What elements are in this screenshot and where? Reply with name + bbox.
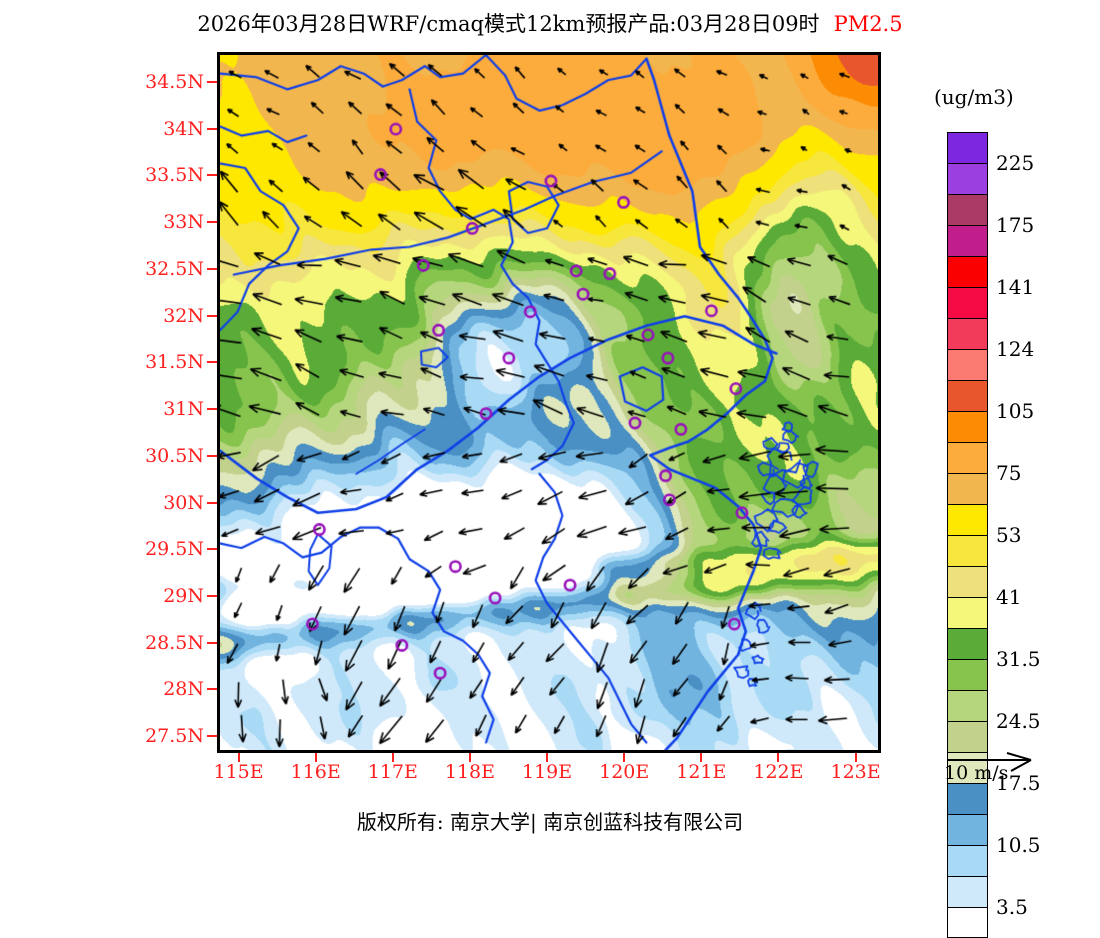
- longitude-tick-mark: [623, 753, 626, 762]
- latitude-tick-label: 27.5N: [145, 725, 204, 748]
- longitude-tick-label: 120E: [599, 761, 650, 783]
- latitude-tick-mark: [207, 221, 217, 224]
- latitude-tick-mark: [207, 548, 217, 551]
- colorbar-value-label: 75: [996, 461, 1022, 485]
- longitude-tick-mark: [854, 753, 857, 762]
- wind-scale-label: 10 m/s: [944, 762, 1009, 784]
- latitude-tick-mark: [207, 501, 217, 504]
- colorbar-swatch: [947, 132, 988, 163]
- longitude-tick-mark: [546, 753, 549, 762]
- colorbar-value-label: 124: [996, 337, 1035, 361]
- colorbar-swatch: [947, 504, 988, 535]
- longitude-tick-mark: [468, 753, 471, 762]
- colorbar-swatch: [947, 287, 988, 318]
- colorbar-swatch: [947, 256, 988, 287]
- latitude-tick-mark: [207, 735, 217, 738]
- copyright-footer: 版权所有: 南京大学| 南京创蓝科技有限公司: [356, 810, 744, 834]
- colorbar-swatch: [947, 535, 988, 566]
- latitude-tick-label: 29N: [163, 584, 204, 607]
- latitude-tick-label: 28.5N: [145, 631, 204, 654]
- colorbar-swatch: [947, 752, 988, 783]
- longitude-tick-label: 119E: [521, 761, 573, 783]
- latitude-tick-mark: [207, 80, 217, 83]
- colorbar-swatch: [947, 194, 988, 225]
- colorbar-swatch: [947, 628, 988, 659]
- latitude-tick-label: 34N: [163, 117, 204, 140]
- longitude-tick-label: 118E: [444, 761, 496, 783]
- longitude-tick-mark: [237, 753, 240, 762]
- latitude-tick-mark: [207, 361, 217, 364]
- longitude-tick-label: 122E: [753, 761, 804, 783]
- colorbar-value-label: 225: [996, 151, 1035, 175]
- longitude-tick-label: 117E: [367, 761, 418, 783]
- longitude-tick-mark: [314, 753, 317, 762]
- latitude-tick-label: 34.5N: [145, 70, 204, 93]
- latitude-tick-mark: [207, 688, 217, 691]
- latitude-tick-label: 28N: [163, 678, 204, 701]
- colorbar-swatch: [947, 659, 988, 690]
- forecast-map-plot[interactable]: [217, 52, 881, 753]
- colorbar-swatch: [947, 225, 988, 256]
- colorbar-swatch: [947, 907, 988, 938]
- colorbar-swatch: [947, 473, 988, 504]
- latitude-tick-label: 33.5N: [145, 164, 204, 187]
- colorbar-swatch: [947, 380, 988, 411]
- colorbar-swatch: [947, 597, 988, 628]
- longitude-tick-mark: [777, 753, 780, 762]
- latitude-tick-label: 31N: [163, 398, 204, 421]
- colorbar-value-label: 31.5: [996, 647, 1041, 671]
- latitude-tick-label: 32N: [163, 304, 204, 327]
- colorbar-value-label: 3.5: [996, 895, 1028, 919]
- colorbar-swatch: [947, 163, 988, 194]
- longitude-tick-label: 121E: [676, 761, 727, 783]
- latitude-tick-label: 32.5N: [145, 257, 204, 280]
- colorbar-value-label: 175: [996, 213, 1035, 237]
- wind-scale-arrow: [945, 752, 1095, 774]
- longitude-tick-mark: [391, 753, 394, 762]
- colorbar-value-label: 105: [996, 399, 1035, 423]
- longitude-tick-mark: [700, 753, 703, 762]
- colorbar-swatch: [947, 783, 988, 814]
- colorbar-swatch: [947, 814, 988, 845]
- latitude-tick-mark: [207, 454, 217, 457]
- longitude-tick-label: 123E: [830, 761, 881, 783]
- longitude-tick-label: 116E: [290, 761, 341, 783]
- page-title: 2026年03月28日WRF/cmaq模式12km预报产品:03月28日09时 P…: [0, 8, 1100, 38]
- latitude-tick-mark: [207, 594, 217, 597]
- colorbar-swatch: [947, 721, 988, 752]
- colorbar-swatch: [947, 318, 988, 349]
- colorbar-value-label: 41: [996, 585, 1022, 609]
- colorbar-value-label: 24.5: [996, 709, 1041, 733]
- colorbar-swatch: [947, 876, 988, 907]
- colorbar-value-label: 53: [996, 523, 1022, 547]
- longitude-tick-label: 115E: [213, 761, 264, 783]
- colorbar-value-label: 10.5: [996, 833, 1041, 857]
- latitude-tick-label: 33N: [163, 211, 204, 234]
- latitude-tick-label: 29.5N: [145, 538, 204, 561]
- latitude-tick-mark: [207, 267, 217, 270]
- colorbar-value-label: 141: [996, 275, 1035, 299]
- latitude-tick-label: 30.5N: [145, 444, 204, 467]
- title-species-label: PM2.5: [833, 12, 903, 36]
- latitude-tick-mark: [207, 408, 217, 411]
- latitude-tick-mark: [207, 314, 217, 317]
- colorbar-value-label: 17.5: [996, 771, 1041, 795]
- colorbar-swatch: [947, 349, 988, 380]
- latitude-tick-label: 30N: [163, 491, 204, 514]
- title-main-text: 2026年03月28日WRF/cmaq模式12km预报产品:03月28日09时: [197, 12, 820, 36]
- latitude-tick-mark: [207, 174, 217, 177]
- colorbar-swatch: [947, 690, 988, 721]
- latitude-tick-mark: [207, 127, 217, 130]
- colorbar-units-label: (ug/m3): [934, 85, 1014, 109]
- latitude-tick-mark: [207, 641, 217, 644]
- colorbar-swatch: [947, 566, 988, 597]
- colorbar-swatch: [947, 442, 988, 473]
- latitude-tick-label: 31.5N: [145, 351, 204, 374]
- colorbar-swatch: [947, 411, 988, 442]
- map-contour-canvas[interactable]: [220, 55, 878, 750]
